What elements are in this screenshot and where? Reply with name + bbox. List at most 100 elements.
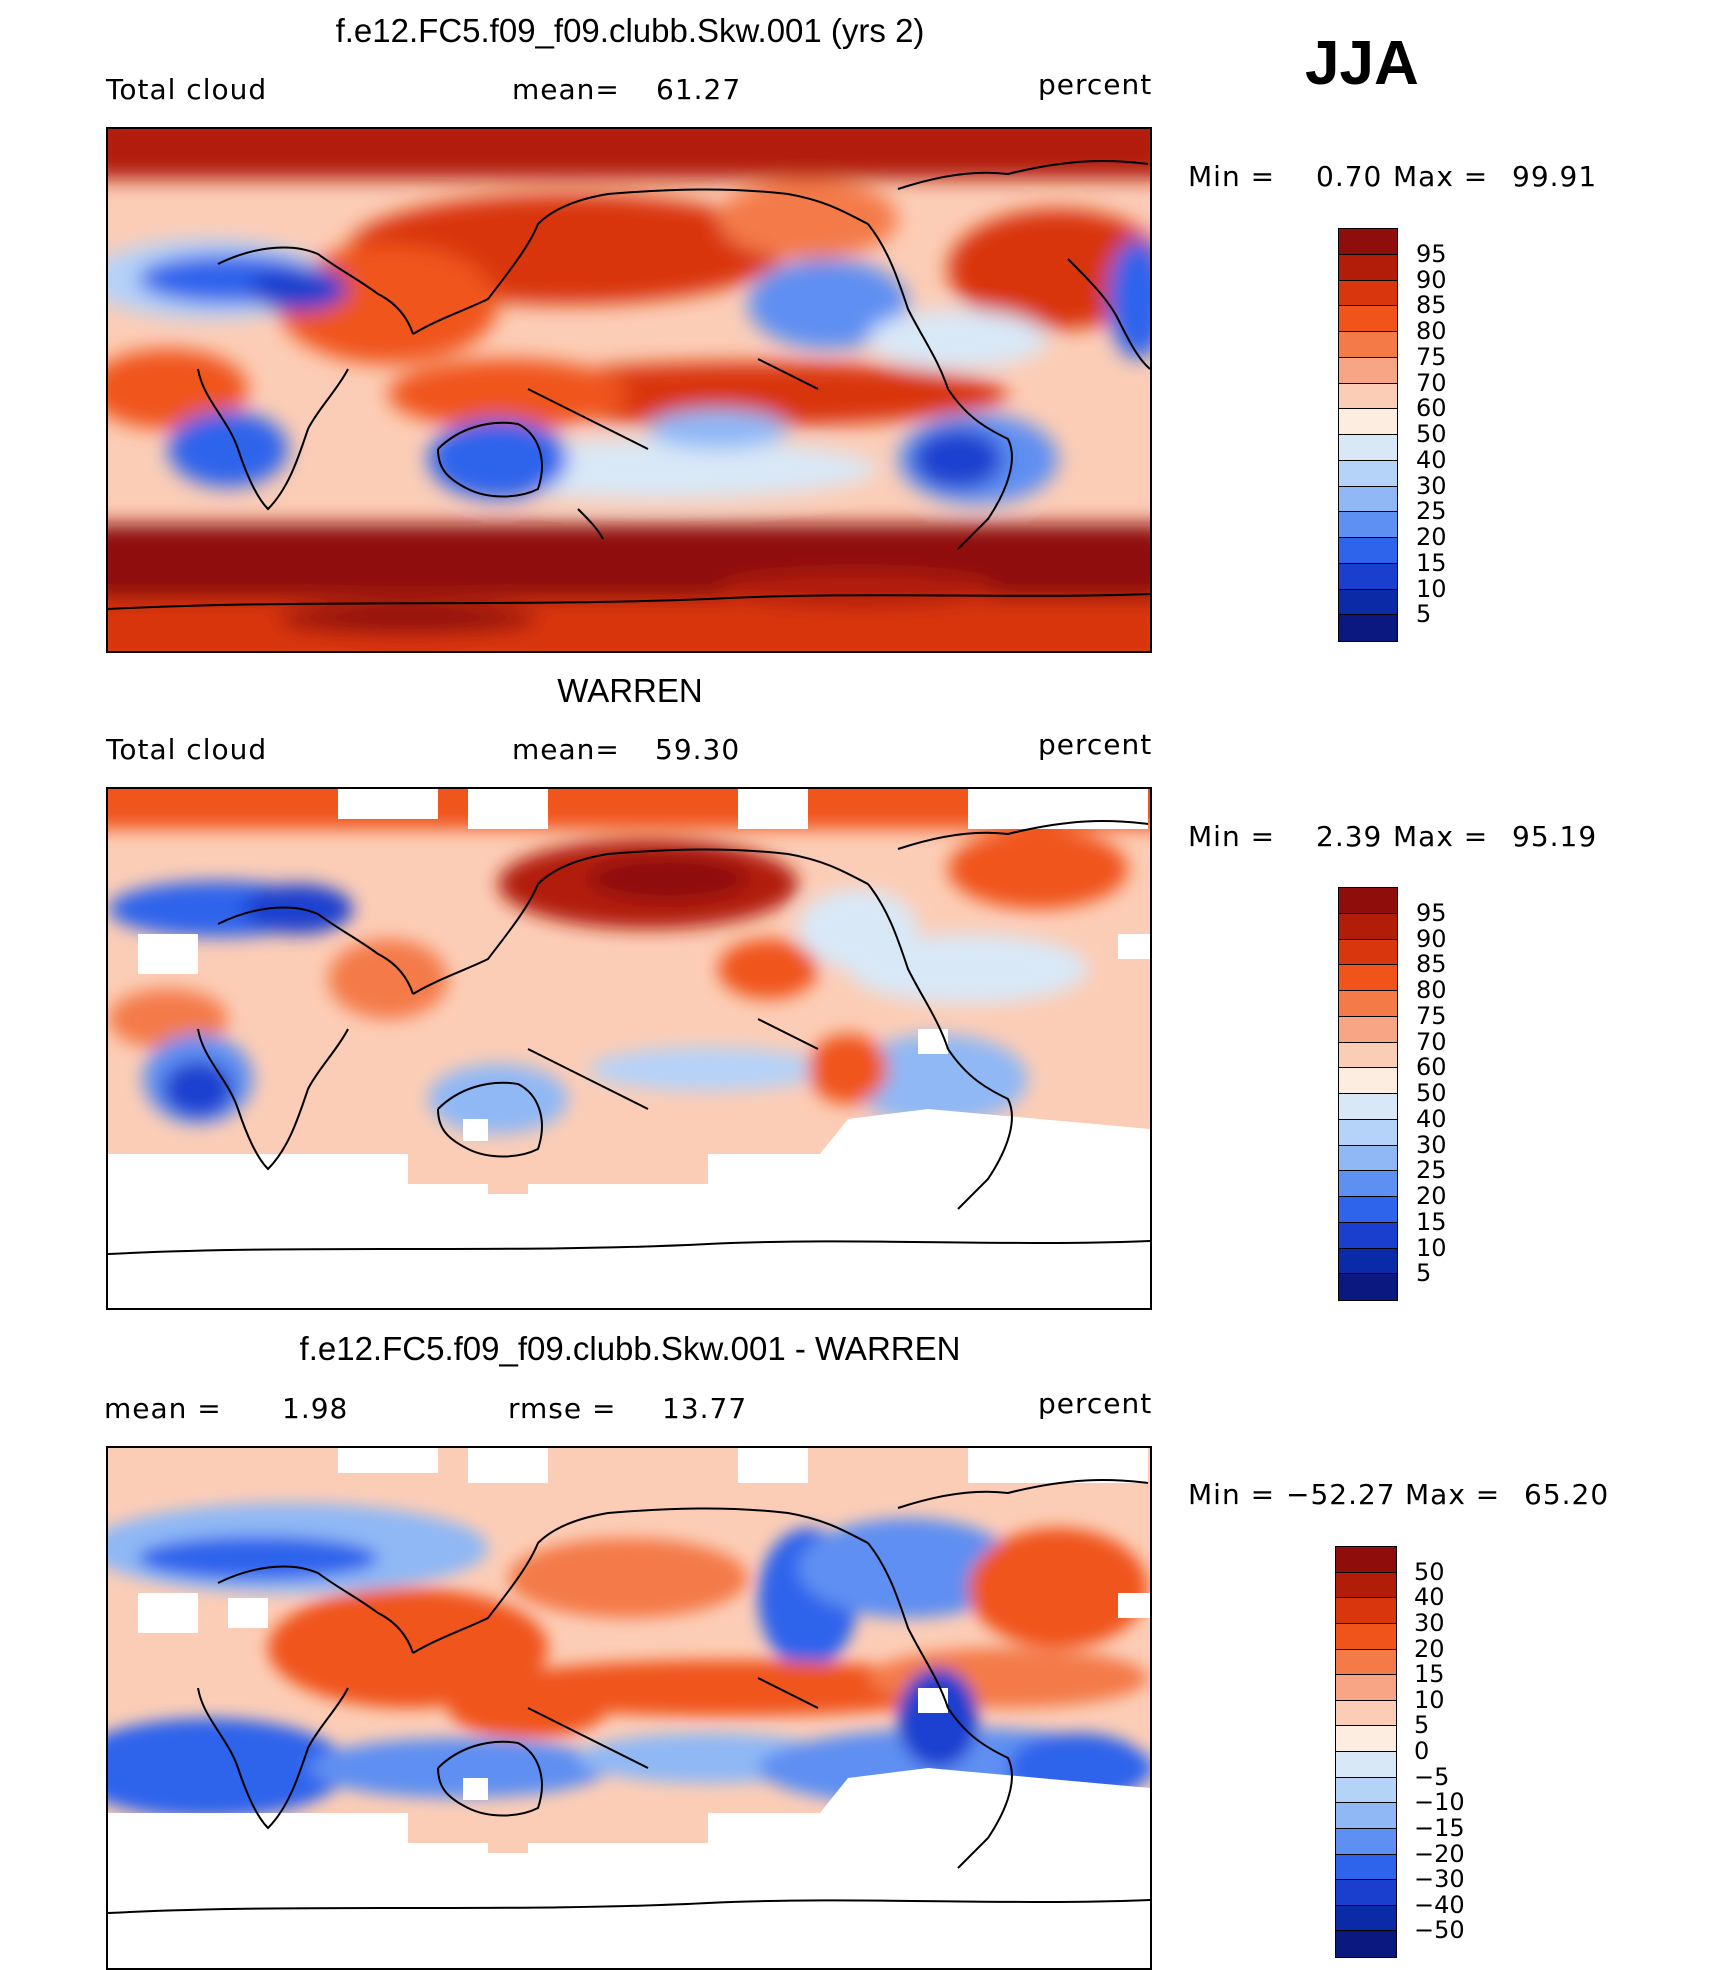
- colorbar-tick-label: 15: [1414, 1660, 1445, 1689]
- variable-label: Total cloud: [106, 733, 268, 766]
- colorbar-swatch: [1336, 1572, 1396, 1599]
- colorbar-tick-label: 0: [1414, 1737, 1430, 1765]
- mean-label: mean =: [104, 1392, 222, 1425]
- colorbar-swatch: [1336, 1752, 1396, 1778]
- colorbar-swatch: [1339, 512, 1397, 538]
- colorbar-labels: 95 90 85 80 75 70 60 50 40 30 25 20 15 10 5: [1416, 228, 1496, 642]
- colorbar-tick-label: 75: [1416, 1001, 1447, 1030]
- colorbar-swatch: [1339, 1222, 1397, 1249]
- mean-value: 59.30: [655, 733, 741, 766]
- colorbar-tick-label: 95: [1416, 898, 1447, 927]
- colorbar-tick-label: 80: [1416, 976, 1447, 1004]
- map-model: [106, 127, 1152, 653]
- colorbar-swatch: [1339, 460, 1397, 487]
- colorbar-swatch: [1336, 1931, 1396, 1957]
- colorbar-swatch: [1339, 888, 1397, 914]
- colorbar-tick-label: 90: [1416, 924, 1447, 953]
- colorbar-tick-label: 10: [1414, 1685, 1445, 1714]
- colorbar-tick-label: −20: [1414, 1839, 1465, 1868]
- colorbar-swatch: [1339, 913, 1397, 940]
- colorbar-swatch: [1336, 1598, 1396, 1624]
- colorbar-swatch: [1339, 563, 1397, 590]
- mean-value: 1.98: [282, 1392, 349, 1425]
- colorbar-tick-label: 50: [1416, 1079, 1447, 1107]
- colorbar-tick-label: 85: [1416, 291, 1447, 320]
- colorbar-swatch: [1339, 939, 1397, 966]
- colorbar-swatch: [1339, 280, 1397, 307]
- colorbar-labels: 50 40 30 20 15 10 5 0 −5 −10 −15 −20 −30 −40 −50: [1414, 1546, 1504, 1958]
- colorbar-swatch: [1336, 1854, 1396, 1881]
- min-value: −52.27: [1286, 1478, 1396, 1511]
- min-label: Min =: [1188, 1478, 1276, 1511]
- coastlines: [108, 820, 1150, 1255]
- colorbar-tick-label: 20: [1416, 1182, 1447, 1210]
- colorbar-tick-label: −5: [1414, 1762, 1450, 1791]
- colorbar-tick-label: 15: [1416, 548, 1447, 577]
- colorbar-tick-label: 5: [1414, 1711, 1430, 1740]
- panel-title: WARREN: [557, 672, 703, 709]
- max-label: Max =: [1405, 1478, 1501, 1511]
- colorbar-swatch: [1339, 589, 1397, 616]
- colorbar-tick-label: −40: [1414, 1890, 1465, 1919]
- min-value: 2.39: [1316, 820, 1383, 853]
- colorbar-tick-label: −30: [1414, 1865, 1465, 1894]
- colorbar-swatch: [1339, 1068, 1397, 1094]
- mean-value: 61.27: [656, 73, 742, 106]
- colorbar-tick-label: 5: [1416, 1259, 1432, 1288]
- panel-title: f.e12.FC5.f09_f09.clubb.Skw.001 (yrs 2): [335, 12, 925, 49]
- colorbar-tick-label: 70: [1416, 1027, 1447, 1056]
- colorbar-tick-label: 85: [1416, 950, 1447, 979]
- season-label: JJA: [1305, 29, 1419, 98]
- colorbar-tick-label: 5: [1416, 600, 1432, 629]
- rmse-label: rmse =: [508, 1392, 617, 1425]
- colorbar-swatch: [1339, 1016, 1397, 1043]
- colorbar-tick-label: 30: [1414, 1608, 1445, 1637]
- data-fringe: [408, 1154, 708, 1194]
- colorbar-tick-label: 75: [1416, 342, 1447, 371]
- min-value: 0.70: [1316, 160, 1383, 193]
- colorbar-tick-label: 70: [1416, 368, 1447, 397]
- colorbar-tick-label: 15: [1416, 1207, 1447, 1236]
- colorbar-swatch: [1336, 1828, 1396, 1855]
- variable-label: Total cloud: [106, 73, 268, 106]
- colorbar-tick-label: 60: [1416, 394, 1447, 423]
- colorbar-swatch: [1339, 991, 1397, 1017]
- colorbar-swatch: [1336, 1905, 1396, 1932]
- colorbar-swatch: [1339, 1171, 1397, 1197]
- units-label: percent: [1038, 1387, 1153, 1420]
- colorbar-swatch: [1336, 1803, 1396, 1829]
- max-value: 95.19: [1512, 820, 1598, 853]
- colorbar-swatch: [1339, 1042, 1397, 1069]
- rmse-value: 13.77: [662, 1392, 748, 1425]
- colorbar-swatch: [1336, 1623, 1396, 1650]
- mean-label: mean=: [512, 733, 620, 766]
- colorbar-tick-label: 80: [1416, 317, 1447, 345]
- colorbar-tick-label: −15: [1414, 1813, 1465, 1842]
- colorbar-swatch: [1339, 229, 1397, 255]
- colorbar-swatch: [1336, 1649, 1396, 1676]
- colorbar-swatch: [1339, 1094, 1397, 1120]
- colorbar-tick-label: −10: [1414, 1788, 1465, 1817]
- colorbar-swatch: [1339, 409, 1397, 435]
- map-diff-field: [108, 1448, 1150, 1968]
- min-label: Min =: [1188, 820, 1276, 853]
- colorbar-tick-label: 40: [1414, 1583, 1445, 1612]
- colorbar-swatch: [1339, 306, 1397, 332]
- colorbar-tick-label: 30: [1416, 471, 1447, 500]
- colorbar-tick-label: 25: [1416, 497, 1447, 526]
- colorbar: [1338, 228, 1398, 642]
- data-fringe: [408, 1813, 708, 1853]
- colorbar-swatch: [1339, 538, 1397, 564]
- min-label: Min =: [1188, 160, 1276, 193]
- max-value: 99.91: [1512, 160, 1598, 193]
- colorbar-swatch: [1336, 1777, 1396, 1804]
- max-value: 65.20: [1524, 1478, 1610, 1511]
- colorbar-swatch: [1336, 1675, 1396, 1701]
- units-label: percent: [1038, 728, 1153, 761]
- max-label: Max =: [1393, 820, 1489, 853]
- colorbar-tick-label: 20: [1416, 523, 1447, 551]
- colorbar-swatch: [1339, 357, 1397, 384]
- colorbar-tick-label: 40: [1416, 1104, 1447, 1133]
- colorbar-swatch: [1339, 615, 1397, 641]
- map-diff: [106, 1446, 1152, 1970]
